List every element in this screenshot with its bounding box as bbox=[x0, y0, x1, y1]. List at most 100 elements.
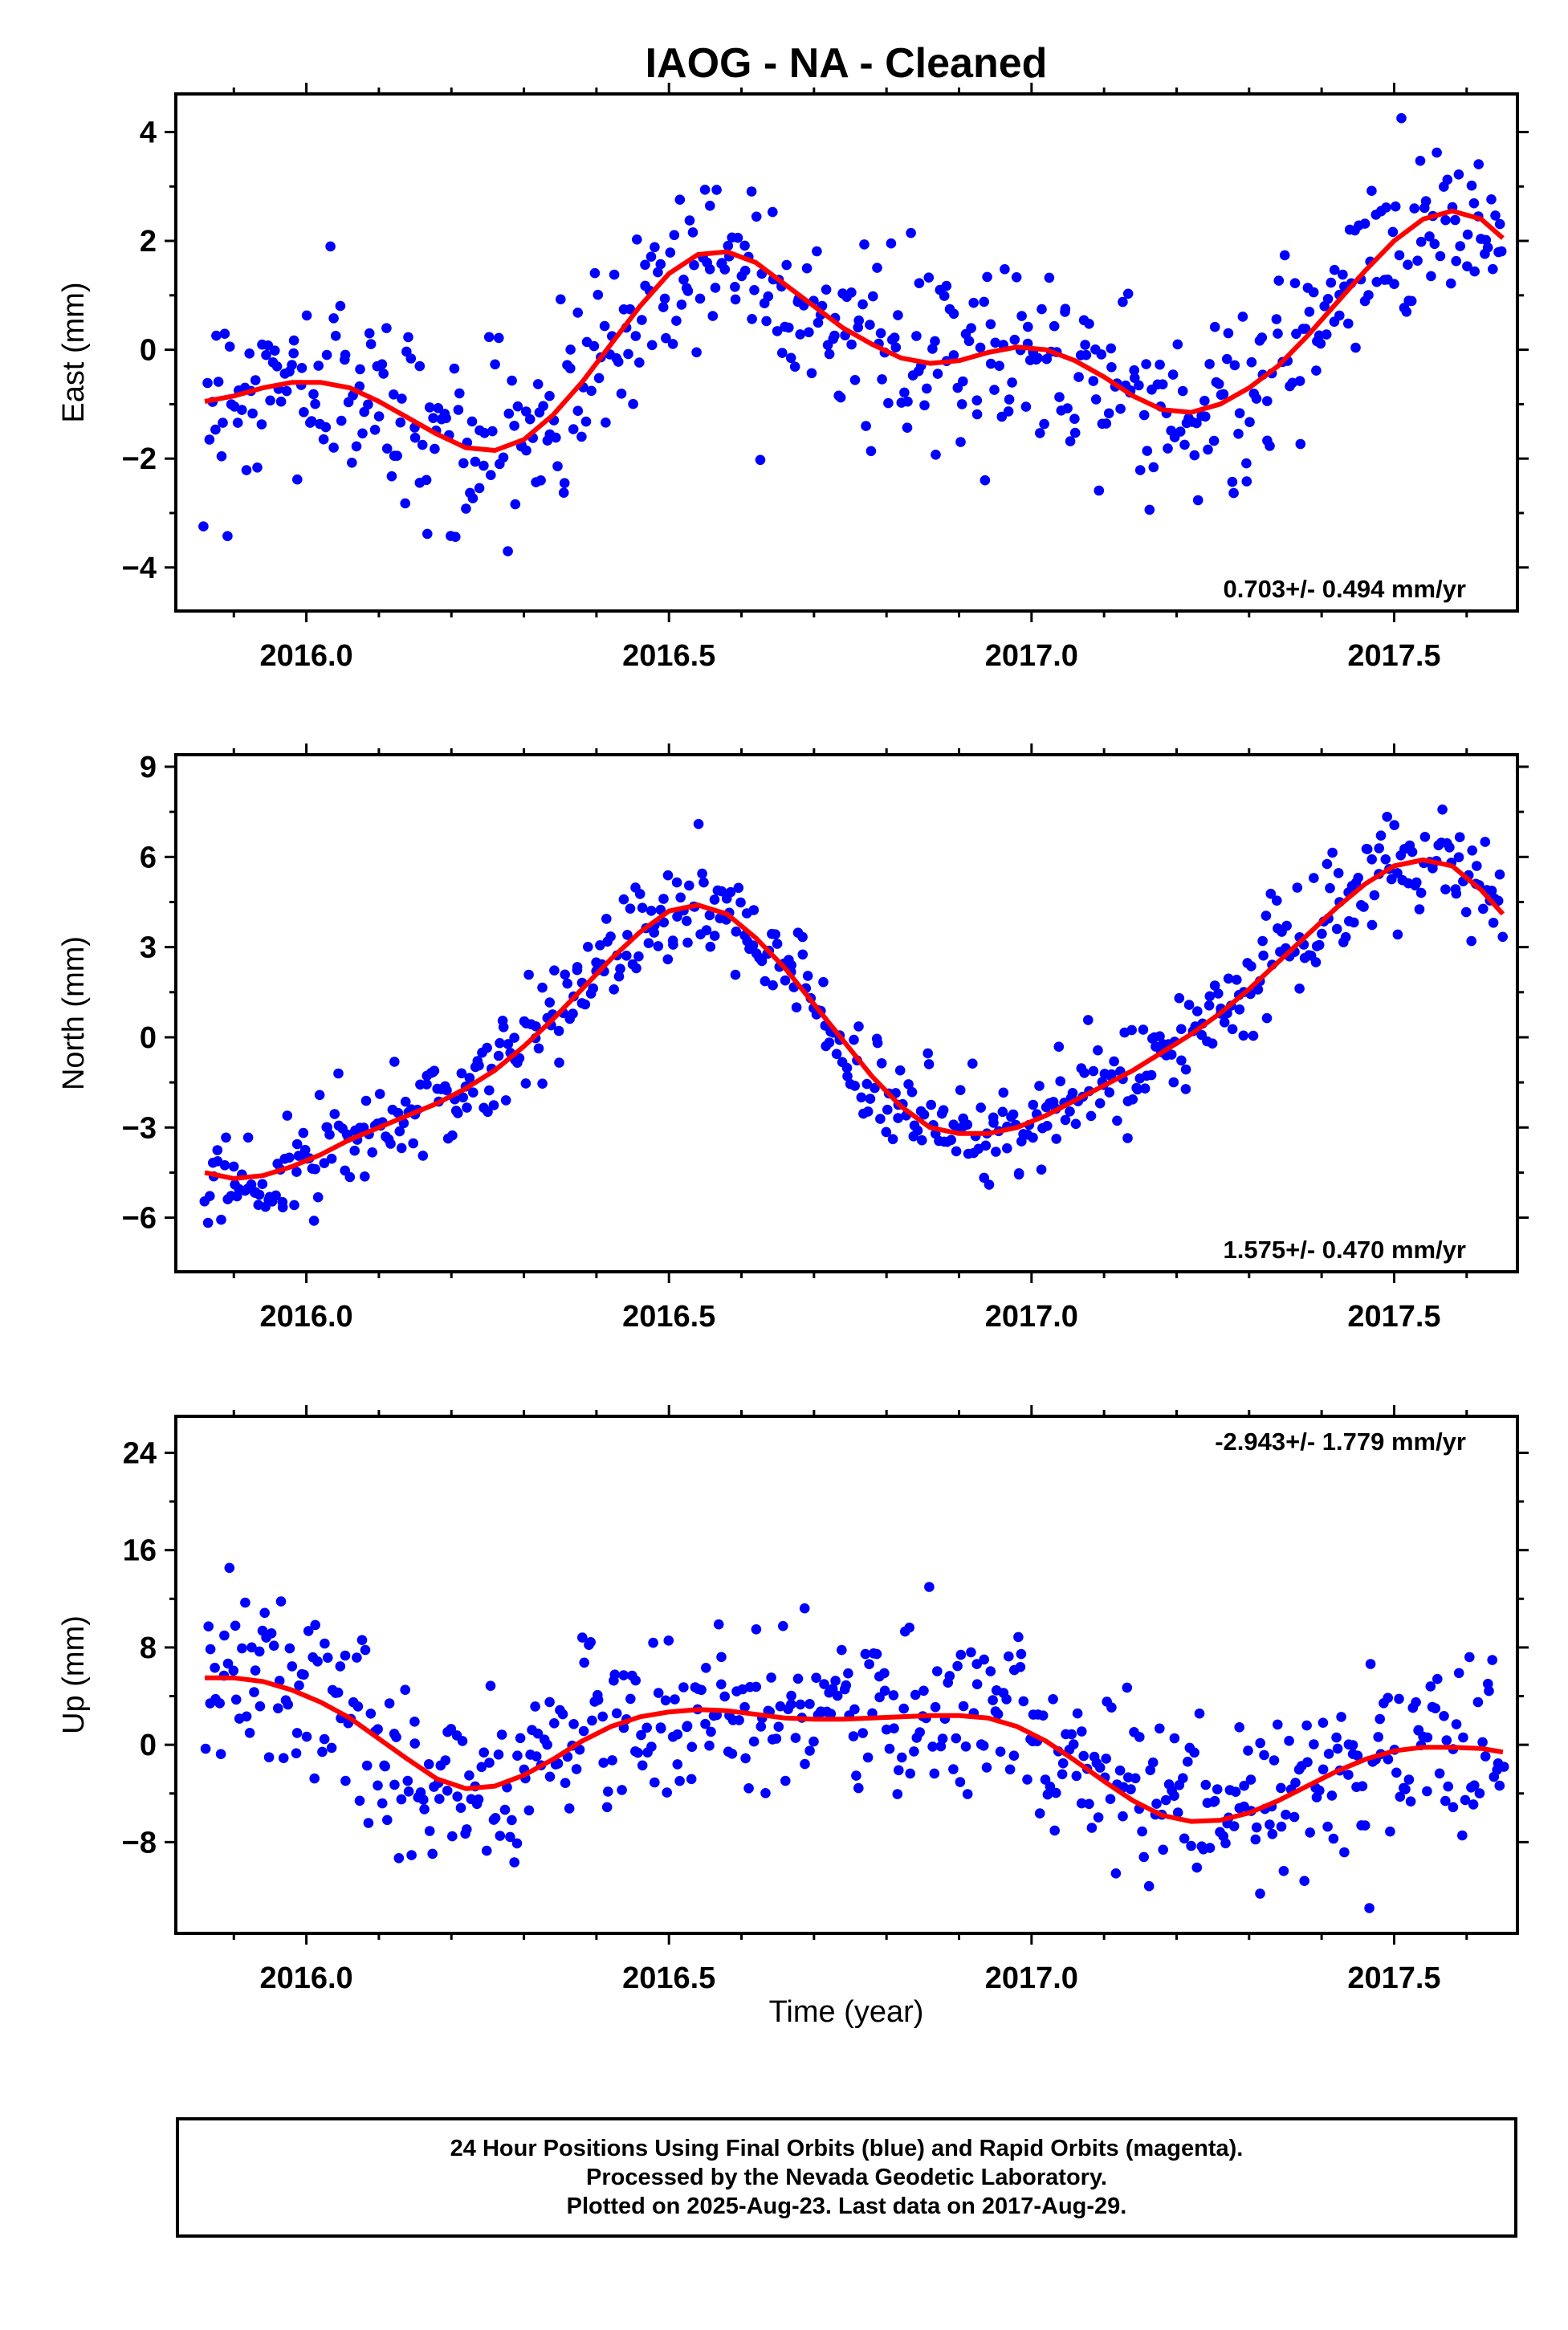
data-point bbox=[490, 359, 500, 370]
data-point bbox=[672, 1729, 683, 1740]
data-point bbox=[775, 1701, 786, 1712]
data-point bbox=[1462, 229, 1473, 240]
data-point bbox=[1077, 1726, 1087, 1737]
data-point bbox=[865, 320, 875, 330]
data-point bbox=[694, 293, 706, 304]
data-point bbox=[1415, 156, 1426, 166]
data-point bbox=[1411, 1697, 1421, 1708]
data-point bbox=[751, 1624, 762, 1635]
data-point bbox=[849, 375, 861, 385]
data-point bbox=[400, 498, 411, 509]
data-point bbox=[310, 398, 320, 409]
data-point bbox=[1220, 1838, 1231, 1849]
data-point bbox=[335, 1661, 346, 1672]
data-point bbox=[1496, 246, 1507, 257]
data-point bbox=[857, 299, 868, 310]
y-tick-label: 4 bbox=[140, 116, 157, 149]
data-point bbox=[424, 402, 435, 413]
data-point bbox=[1067, 1088, 1078, 1098]
data-point bbox=[204, 1191, 215, 1201]
data-point bbox=[1329, 264, 1340, 275]
data-point bbox=[1261, 1012, 1273, 1024]
data-point bbox=[1003, 406, 1014, 417]
data-point bbox=[1094, 1098, 1106, 1109]
data-point bbox=[1132, 1084, 1143, 1095]
data-point bbox=[1208, 435, 1220, 446]
data-point bbox=[1472, 1697, 1484, 1708]
data-point bbox=[1261, 910, 1272, 921]
data-point bbox=[320, 1638, 330, 1649]
data-point bbox=[1478, 903, 1489, 914]
data-point bbox=[871, 1648, 882, 1660]
y-tick-label: 16 bbox=[123, 1534, 157, 1568]
data-point bbox=[988, 1695, 998, 1705]
data-point bbox=[697, 868, 707, 879]
data-point bbox=[760, 1788, 771, 1798]
data-point bbox=[308, 1216, 320, 1226]
data-point bbox=[1004, 394, 1015, 405]
data-point bbox=[1407, 846, 1418, 857]
data-point bbox=[623, 348, 633, 360]
data-point bbox=[1328, 1833, 1339, 1844]
data-point bbox=[531, 1021, 541, 1032]
data-point bbox=[1252, 984, 1264, 995]
data-point bbox=[349, 1145, 360, 1156]
data-point bbox=[495, 1831, 506, 1841]
data-point bbox=[1435, 251, 1446, 262]
data-point bbox=[1494, 1780, 1505, 1791]
data-point bbox=[1273, 275, 1285, 286]
data-point bbox=[474, 483, 485, 494]
data-point bbox=[1432, 147, 1442, 158]
data-point bbox=[462, 1824, 472, 1835]
data-point bbox=[1403, 1774, 1415, 1785]
data-point bbox=[1204, 1843, 1216, 1853]
data-point bbox=[1180, 1084, 1191, 1094]
data-point bbox=[1343, 1770, 1354, 1780]
data-point bbox=[551, 432, 561, 443]
data-point bbox=[1223, 973, 1234, 984]
data-point bbox=[656, 1723, 666, 1734]
data-point bbox=[601, 914, 612, 924]
data-point bbox=[1241, 476, 1252, 487]
data-point bbox=[675, 892, 686, 903]
data-point bbox=[396, 1794, 407, 1805]
data-point bbox=[749, 285, 760, 295]
data-point bbox=[203, 1621, 214, 1631]
data-point bbox=[956, 399, 967, 409]
data-point bbox=[684, 880, 694, 891]
data-point bbox=[1400, 1784, 1411, 1794]
data-point bbox=[631, 963, 641, 974]
data-point bbox=[804, 327, 814, 338]
data-point bbox=[568, 1008, 578, 1019]
data-point bbox=[572, 308, 583, 318]
data-point bbox=[669, 230, 680, 241]
data-point bbox=[565, 344, 576, 355]
data-point bbox=[1419, 832, 1431, 842]
data-point bbox=[716, 1679, 727, 1690]
data-point bbox=[705, 941, 716, 952]
data-point bbox=[393, 1107, 404, 1118]
data-point bbox=[314, 1090, 325, 1101]
data-point bbox=[1318, 1717, 1329, 1728]
data-point bbox=[875, 328, 886, 339]
data-point bbox=[781, 259, 792, 271]
data-point bbox=[1333, 868, 1344, 878]
data-point bbox=[287, 1661, 298, 1672]
data-point bbox=[1250, 1834, 1261, 1845]
data-point bbox=[818, 976, 829, 988]
data-point bbox=[1273, 1719, 1283, 1730]
plot-frame bbox=[174, 1415, 1519, 1935]
data-point bbox=[906, 227, 916, 238]
data-point bbox=[544, 1697, 555, 1708]
data-point bbox=[1227, 1024, 1238, 1035]
data-point bbox=[544, 390, 555, 401]
data-point bbox=[930, 336, 940, 347]
data-point bbox=[1451, 888, 1462, 899]
data-point bbox=[1212, 1784, 1223, 1794]
data-point bbox=[727, 1749, 738, 1759]
data-point bbox=[804, 1745, 815, 1756]
data-point bbox=[1340, 931, 1351, 943]
data-point bbox=[1422, 1786, 1432, 1797]
data-point bbox=[1066, 1729, 1077, 1740]
data-point bbox=[1203, 444, 1213, 455]
